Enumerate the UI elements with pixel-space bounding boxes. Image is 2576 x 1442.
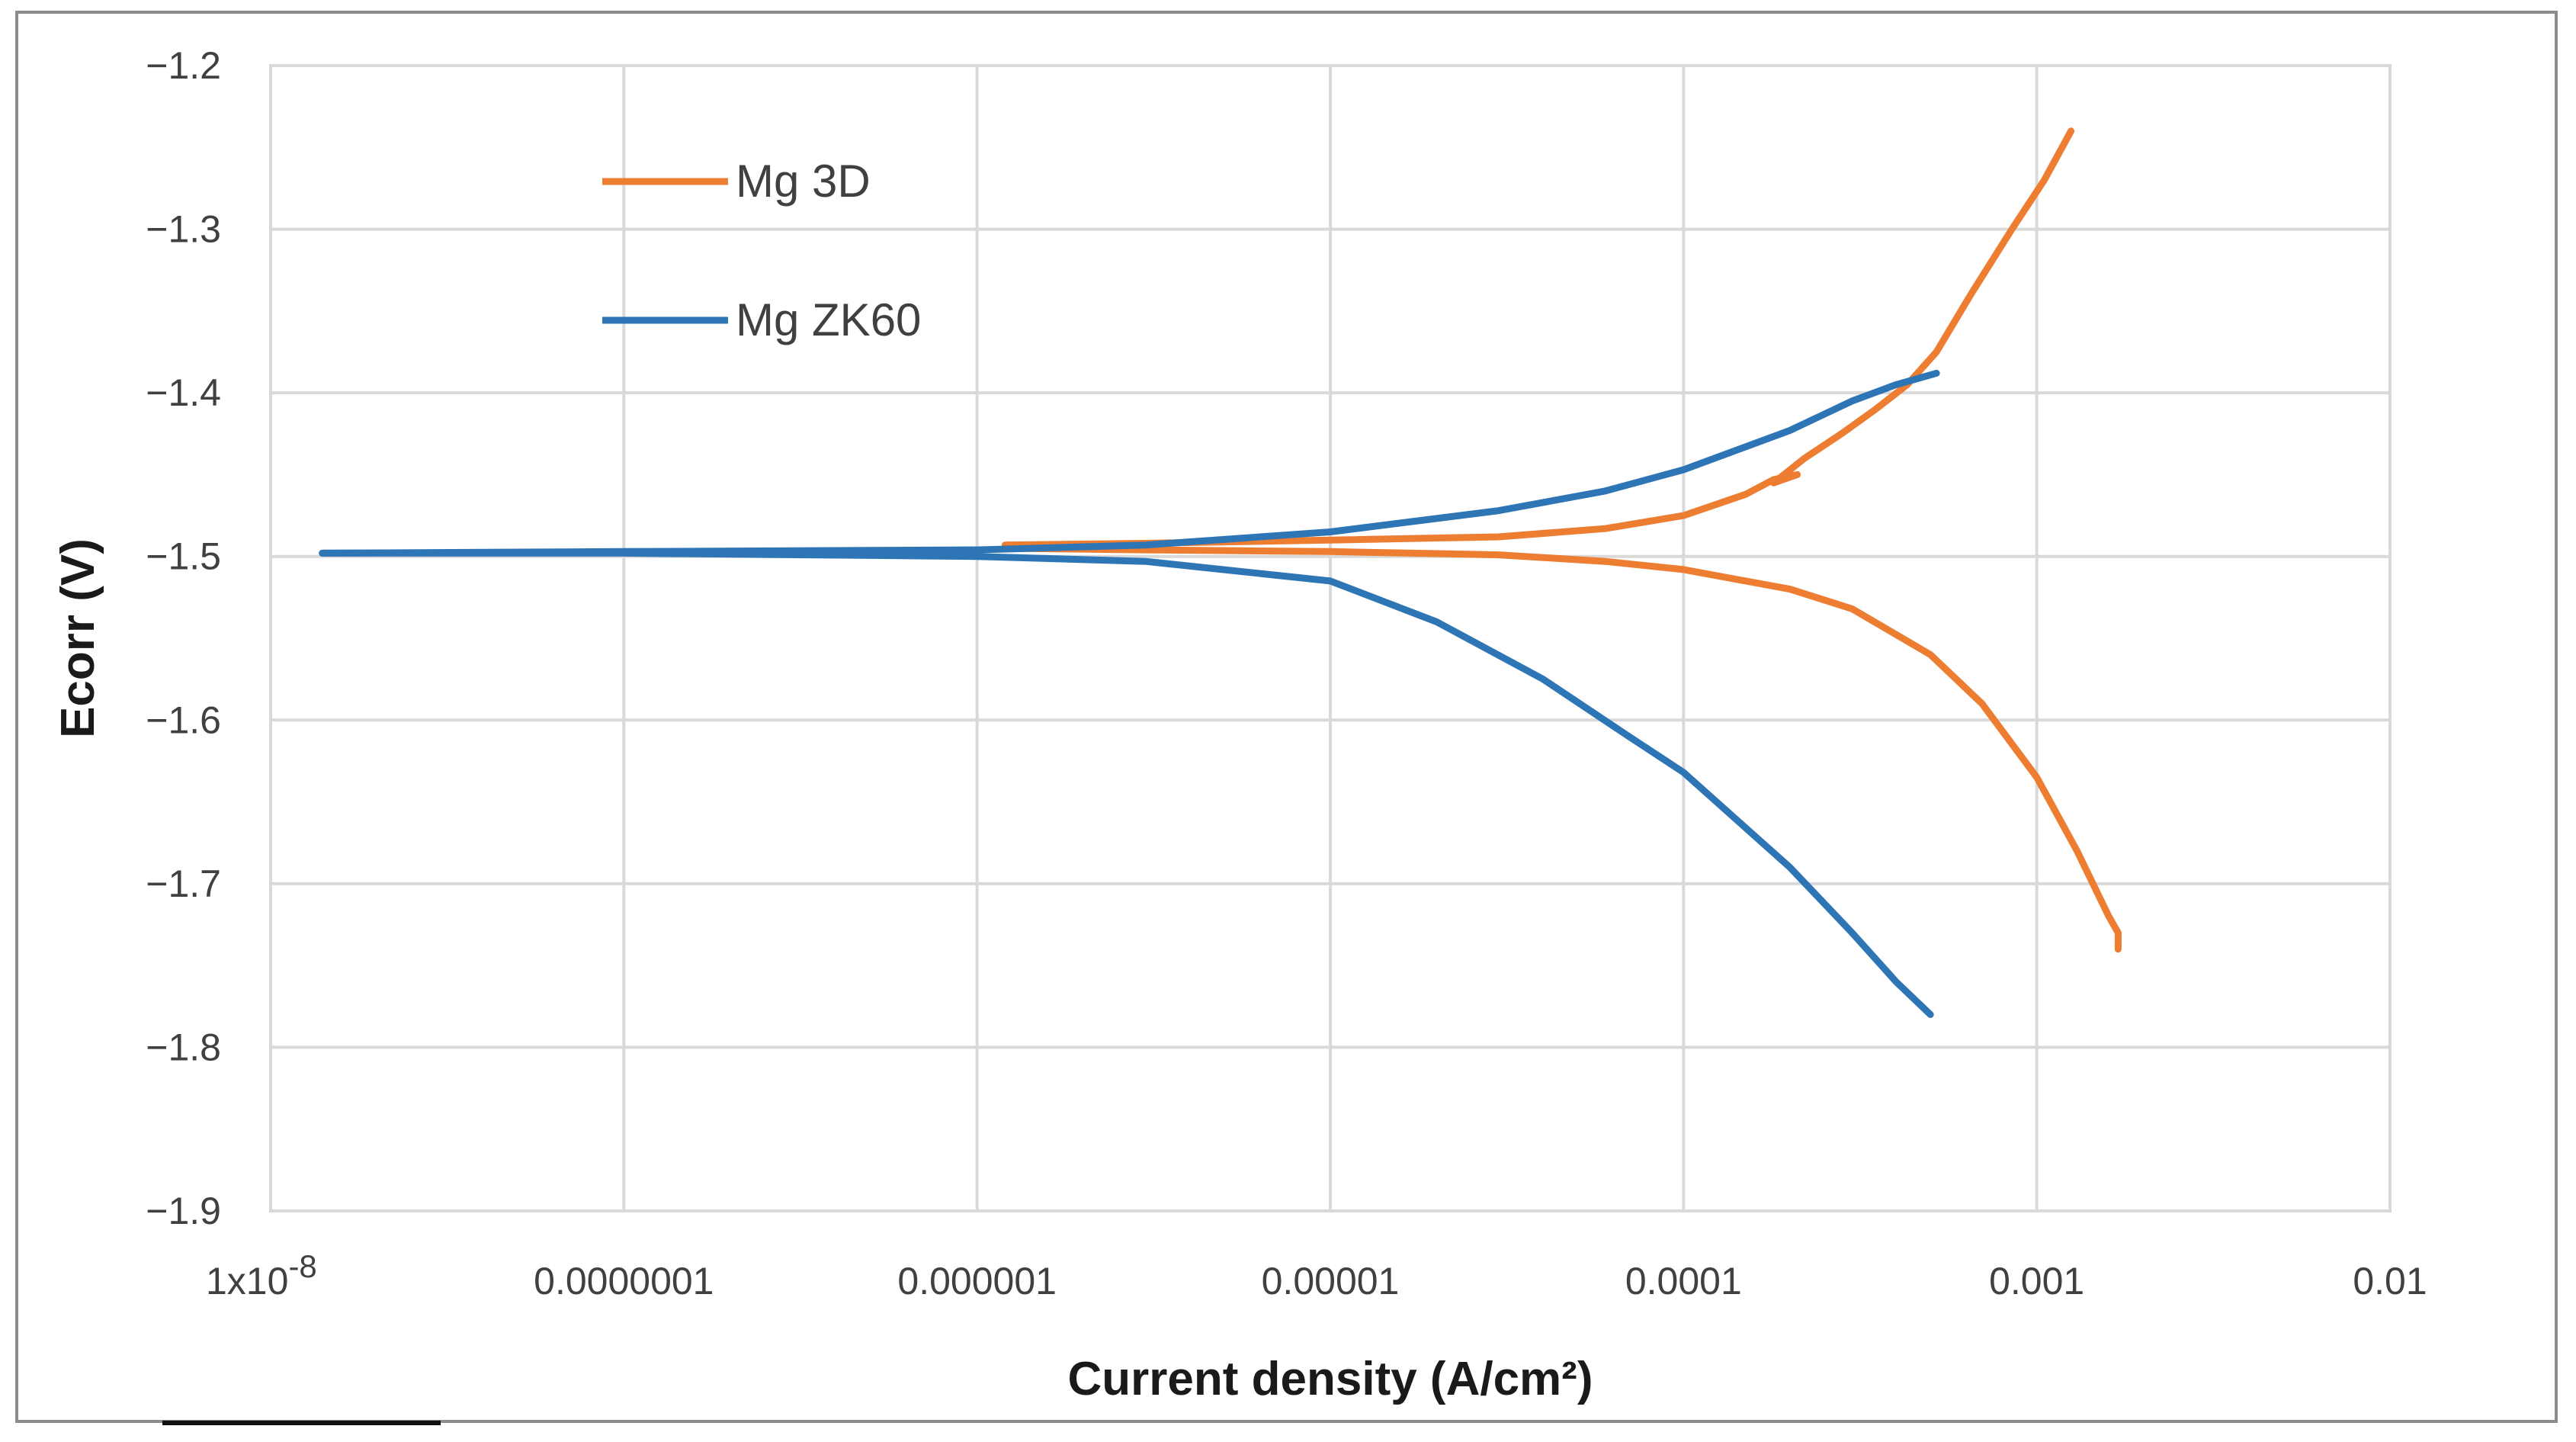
x-tick-label: 0.0000001: [534, 1260, 714, 1302]
legend-label-mg-3d: Mg 3D: [736, 156, 871, 207]
x-tick-labels: 1x10-8 0.0000001 0.000001 0.00001 0.0001 0.00…: [206, 1248, 2427, 1302]
corner-mark: [162, 1421, 441, 1425]
x-axis-title: Current density (A/cm²): [1068, 1353, 1593, 1405]
series-line-mg-zk60-branch-1: [319, 369, 1940, 557]
x-tick-label: 0.000001: [897, 1260, 1057, 1302]
series-lines: [319, 127, 2122, 1018]
grid-lines: [269, 64, 2392, 1212]
series-line-mg-zk60-branch-2: [319, 549, 1934, 1018]
x-tick-label: 0.001: [1989, 1260, 2084, 1302]
x-tick-label: 1x10-8: [206, 1248, 317, 1302]
y-tick-label: −1.7: [146, 862, 221, 905]
y-tick-label: −1.8: [146, 1026, 221, 1068]
legend: Mg 3D Mg ZK60: [602, 156, 921, 345]
y-tick-label: −1.5: [146, 535, 221, 578]
legend-label-mg-zk60: Mg ZK60: [736, 294, 921, 345]
y-axis-title: Ecorr (V): [52, 538, 104, 738]
y-tick-label: −1.4: [146, 371, 221, 414]
series-line-mg-3d-branch-2: [1001, 544, 2122, 953]
x-tick-label: 0.00001: [1262, 1260, 1400, 1302]
y-tick-labels: −1.2 −1.3 −1.4 −1.5 −1.6 −1.7 −1.8 −1.9: [146, 44, 221, 1232]
series-line-mg-3d-branch-1: [1001, 127, 2075, 549]
y-tick-label: −1.6: [146, 699, 221, 741]
y-tick-label: −1.9: [146, 1190, 221, 1232]
x-tick-label: 0.0001: [1625, 1260, 1742, 1302]
y-tick-label: −1.2: [146, 44, 221, 87]
x-tick-label: 0.01: [2353, 1260, 2427, 1302]
y-tick-label: −1.3: [146, 208, 221, 251]
